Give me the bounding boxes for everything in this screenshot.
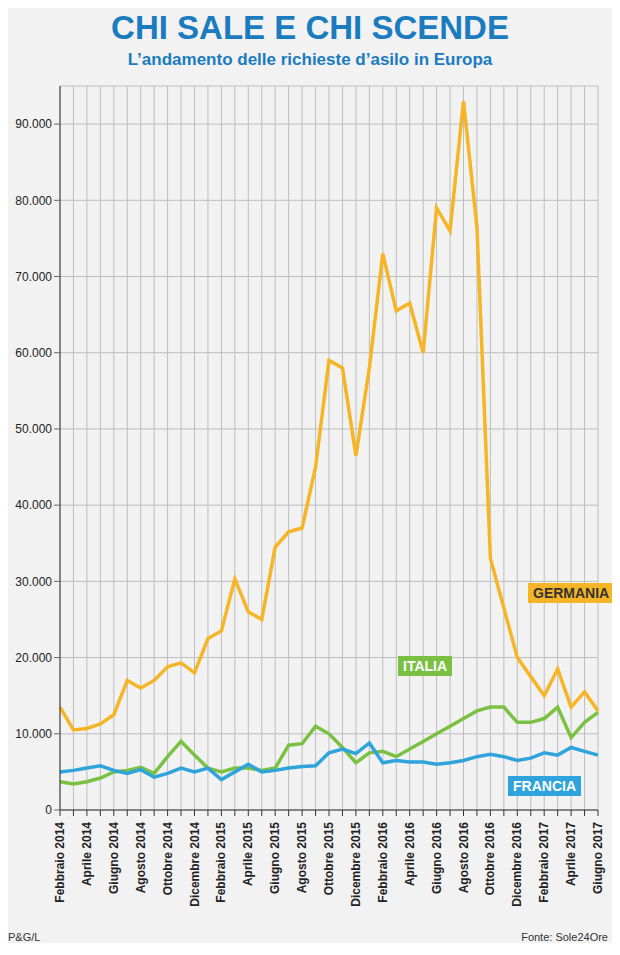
svg-text:Dicembre 2016: Dicembre 2016 xyxy=(510,822,524,907)
html-text:ITALIA: ITALIA xyxy=(403,658,448,674)
svg-text:60.000: 60.000 xyxy=(15,346,52,360)
svg-text:Agosto 2015: Agosto 2015 xyxy=(295,822,309,894)
svg-text:Giugno 2017: Giugno 2017 xyxy=(591,822,605,894)
svg-text:80.000: 80.000 xyxy=(15,194,52,208)
svg-text:Febbraio 2017: Febbraio 2017 xyxy=(537,822,551,903)
svg-text:Ottobre 2015: Ottobre 2015 xyxy=(322,822,336,896)
svg-text:Febbraio 2016: Febbraio 2016 xyxy=(376,822,390,903)
svg-text:Dicembre 2015: Dicembre 2015 xyxy=(349,822,363,907)
svg-text:30.000: 30.000 xyxy=(15,575,52,589)
html-text:CHI SALE E CHI SCENDE: CHI SALE E CHI SCENDE xyxy=(111,9,509,46)
html-text:GERMANIA: GERMANIA xyxy=(533,585,610,601)
html-text:P&G/L: P&G/L xyxy=(8,931,41,943)
html-text:FRANCIA: FRANCIA xyxy=(513,778,576,794)
html-text:L’andamento delle richieste d’: L’andamento delle richieste d’asilo in E… xyxy=(127,50,493,69)
svg-text:Giugno 2014: Giugno 2014 xyxy=(107,822,121,894)
svg-text:50.000: 50.000 xyxy=(15,422,52,436)
svg-text:40.000: 40.000 xyxy=(15,498,52,512)
svg-text:20.000: 20.000 xyxy=(15,651,52,665)
svg-text:Febbraio 2014: Febbraio 2014 xyxy=(53,822,67,903)
svg-text:Aprile 2015: Aprile 2015 xyxy=(241,822,255,886)
svg-text:Agosto 2016: Agosto 2016 xyxy=(457,822,471,894)
svg-text:90.000: 90.000 xyxy=(15,117,52,131)
svg-text:0: 0 xyxy=(45,803,52,817)
svg-text:Giugno 2016: Giugno 2016 xyxy=(430,822,444,894)
svg-text:Agosto 2014: Agosto 2014 xyxy=(134,822,148,894)
svg-text:Aprile 2014: Aprile 2014 xyxy=(80,822,94,886)
html-text:Fonte: Sole24Ore: Fonte: Sole24Ore xyxy=(521,931,608,943)
svg-text:Aprile 2016: Aprile 2016 xyxy=(403,822,417,886)
svg-text:Ottobre 2014: Ottobre 2014 xyxy=(161,822,175,896)
svg-text:10.000: 10.000 xyxy=(15,727,52,741)
svg-text:Giugno 2015: Giugno 2015 xyxy=(268,822,282,894)
svg-text:Febbraio 2015: Febbraio 2015 xyxy=(214,822,228,903)
svg-text:Dicembre 2014: Dicembre 2014 xyxy=(188,822,202,907)
svg-text:Aprile 2017: Aprile 2017 xyxy=(564,822,578,886)
svg-text:70.000: 70.000 xyxy=(15,270,52,284)
svg-text:Ottobre 2016: Ottobre 2016 xyxy=(483,822,497,896)
